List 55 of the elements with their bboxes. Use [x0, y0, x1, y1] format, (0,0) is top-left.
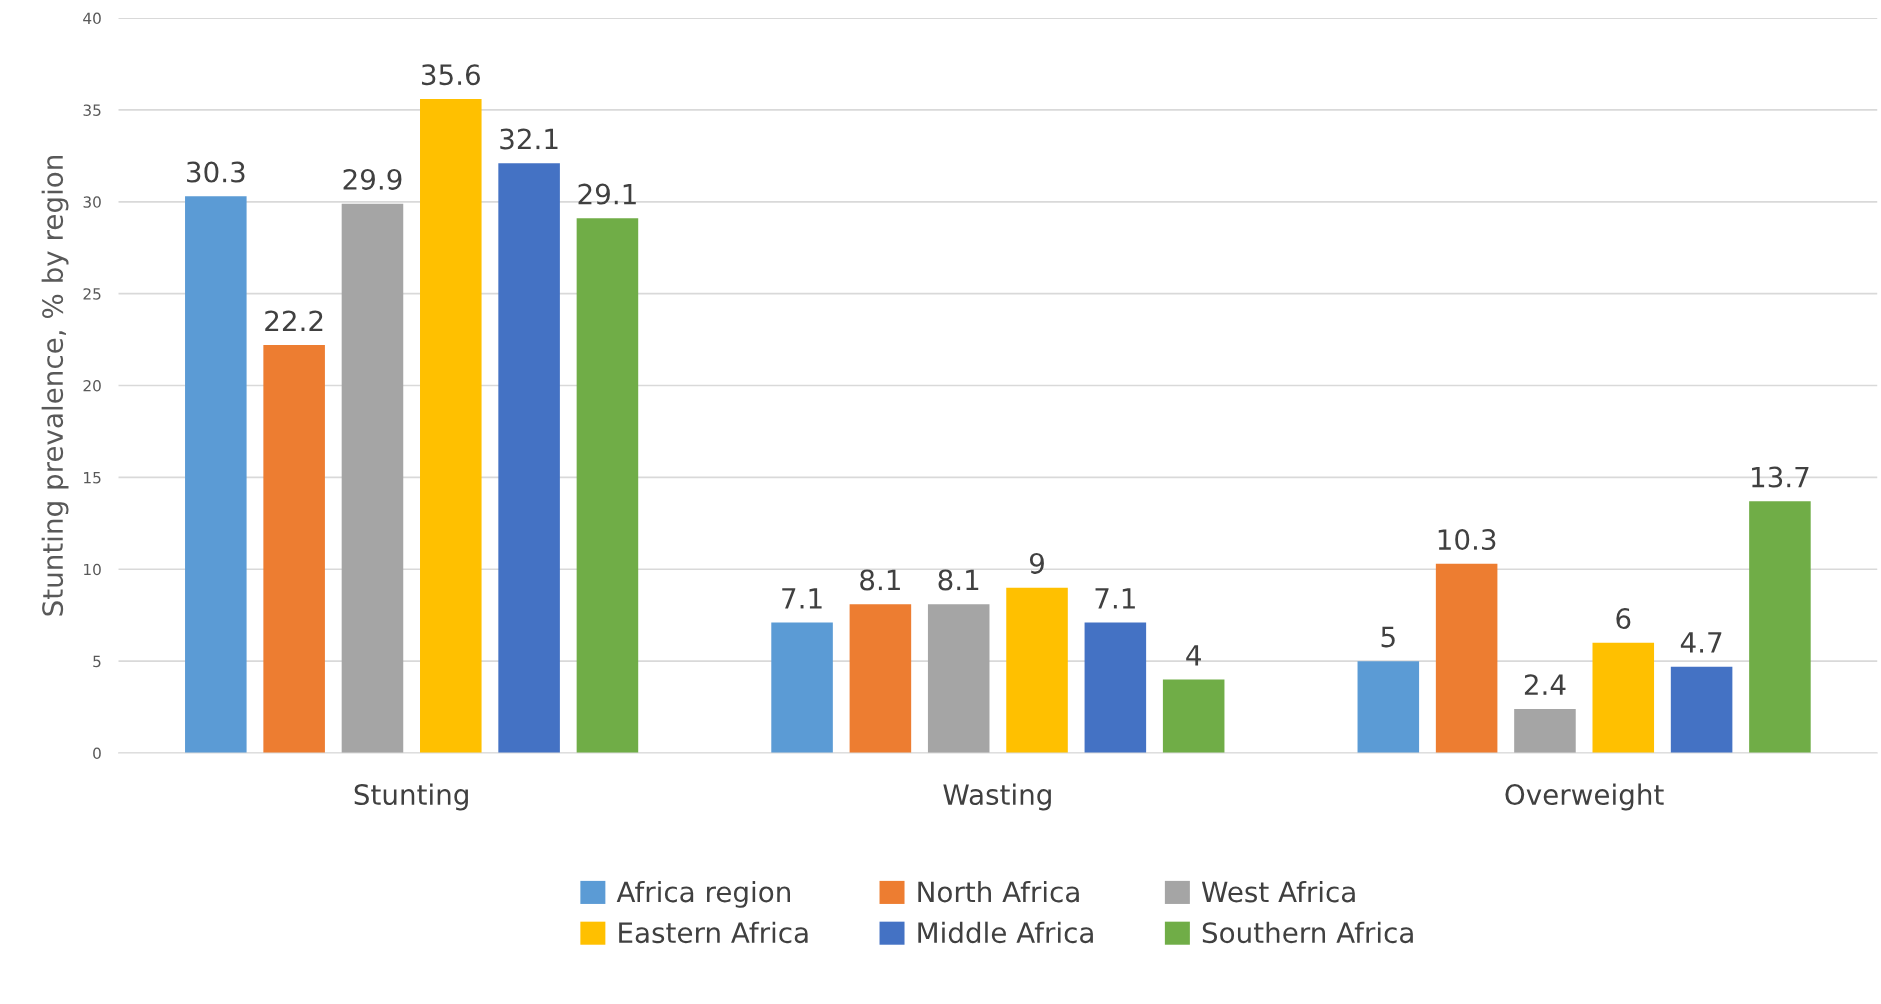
legend-label: Africa region	[616, 880, 790, 908]
data-label: 29.9	[343, 168, 402, 190]
bar	[498, 163, 560, 753]
bar	[185, 196, 247, 753]
bar	[1162, 679, 1225, 753]
data-label: 35.6	[421, 64, 480, 86]
data-label: 32.1	[500, 128, 558, 150]
y-tick-label: 5	[93, 655, 101, 668]
bar	[1435, 563, 1498, 753]
legend-label: North Africa	[918, 880, 1079, 903]
data-label: 4	[1186, 645, 1201, 666]
bar	[420, 98, 482, 753]
bar	[263, 345, 325, 753]
y-tick-label: 10	[84, 563, 101, 576]
y-tick-label: 0	[93, 747, 101, 760]
bar	[927, 604, 990, 753]
data-label: 7.1	[782, 588, 822, 609]
bar	[1749, 501, 1811, 753]
bar	[1670, 666, 1733, 753]
bar	[1592, 642, 1655, 753]
data-label: 7.1	[1095, 588, 1135, 609]
data-label: 8.1	[938, 569, 979, 591]
bar	[1514, 708, 1576, 753]
y-tick-label: 35	[83, 104, 101, 116]
bar	[1084, 622, 1147, 753]
data-label: 30.3	[187, 161, 245, 183]
legend-label: Eastern Africa	[619, 921, 808, 944]
y-axis-title: Stunting prevalence, % by region	[41, 156, 69, 616]
legend-label: Middle Africa	[918, 921, 1093, 944]
data-label: 29.1	[578, 183, 636, 205]
bar	[1006, 587, 1068, 753]
data-label: 13.7	[1752, 466, 1809, 488]
legend-label: Southern Africa	[1202, 921, 1413, 944]
data-label: 10.3	[1438, 529, 1496, 551]
x-tick-label: Overweight	[1505, 783, 1664, 811]
data-label: 4.7	[1680, 632, 1722, 653]
y-tick-label: 40	[83, 12, 101, 25]
bar	[341, 203, 404, 753]
y-tick-label: 30	[83, 196, 101, 208]
bar	[576, 218, 639, 753]
data-label: 5	[1381, 626, 1395, 648]
bar	[849, 604, 912, 753]
bar	[771, 622, 833, 753]
bar	[1357, 661, 1420, 753]
y-tick-label: 20	[83, 380, 101, 392]
legend-label: West Africa	[1201, 880, 1355, 903]
y-tick-label: 25	[83, 288, 101, 300]
x-tick-label: Wasting	[943, 783, 1051, 811]
data-label: 8.1	[860, 569, 900, 591]
data-label: 9	[1029, 552, 1044, 574]
y-tick-label: 15	[84, 472, 101, 484]
data-label: 2.4	[1524, 674, 1566, 695]
data-label: 6	[1616, 608, 1631, 630]
data-label: 22.2	[265, 310, 323, 331]
x-tick-label: Stunting	[354, 783, 468, 811]
